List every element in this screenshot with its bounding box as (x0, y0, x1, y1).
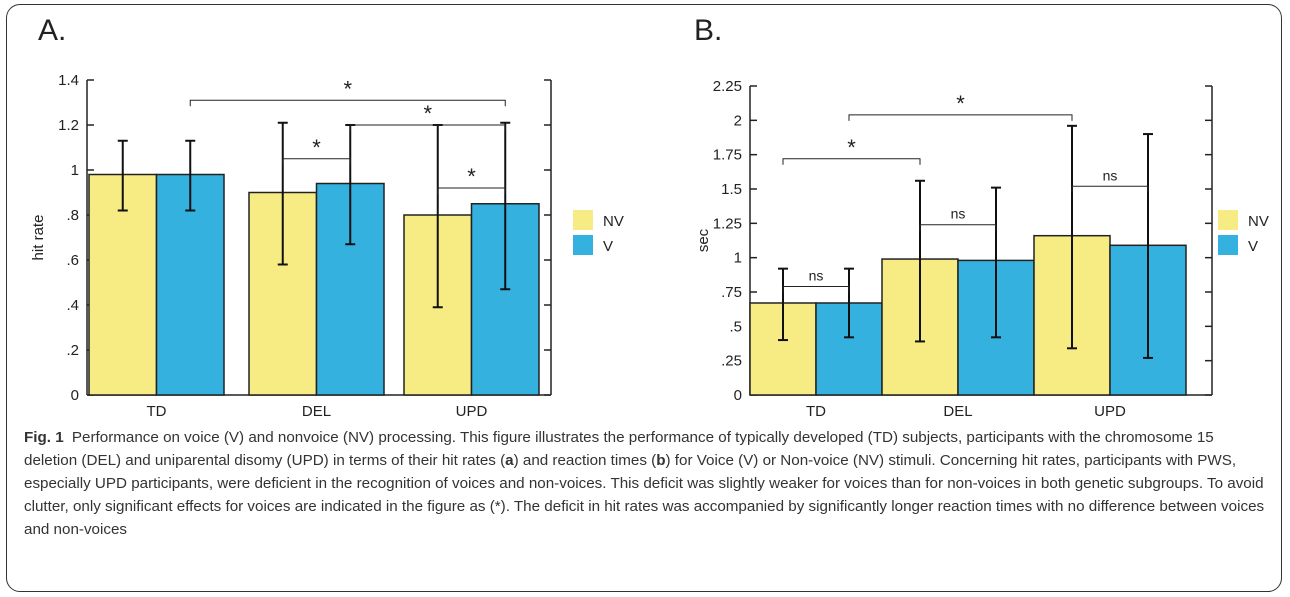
significance-bracket (349, 124, 506, 131)
caption-lead: Fig. 1 (24, 429, 64, 446)
significance-bracket (437, 187, 506, 194)
y-tick-label: .6 (66, 252, 79, 269)
significance-label: ns (951, 206, 966, 222)
legend-swatch (1218, 235, 1238, 255)
significance-label: * (956, 91, 965, 116)
significance-bracket (782, 286, 850, 293)
significance-bracket (848, 114, 1073, 121)
significance-label: ns (1103, 167, 1118, 183)
x-tick-label: TD (147, 403, 167, 420)
y-tick-label: .4 (66, 297, 79, 314)
caption-bold-a: a (505, 452, 514, 469)
y-tick-label: 1 (71, 162, 79, 179)
y-tick-label: .25 (721, 353, 742, 370)
y-tick-label: 1.4 (58, 72, 79, 89)
y-axis-label: hit rate (30, 215, 47, 261)
figure-frame (6, 4, 1282, 592)
caption-title: Performance on voice (V) and nonvoice (N… (71, 429, 456, 446)
legend-swatch (1218, 210, 1238, 230)
chart-a-hit-rate: 0 .2 .4 .6 .8 1 1.2 1.4 hit rate TD DEL UPD * * * * NV V (30, 72, 624, 420)
legend-swatch (573, 210, 593, 230)
y-tick-label: 0 (734, 387, 742, 404)
caption-text-3: ) for Voice (V) or Non-voice (NV) stimul… (24, 452, 1265, 538)
x-tick-label: UPD (1094, 403, 1126, 420)
y-tick-label: 2.25 (713, 78, 742, 95)
panel-a-letter: A. (38, 14, 67, 47)
y-tick-label: 1 (734, 250, 742, 267)
significance-bracket (282, 158, 351, 165)
y-axis-label: sec (695, 228, 712, 252)
significance-bracket (782, 158, 921, 165)
significance-bracket (1071, 185, 1149, 193)
y-tick-label: 2 (734, 112, 742, 129)
figure-caption: Fig. 1 Performance on voice (V) and nonv… (24, 426, 1269, 541)
legend-label: V (1248, 238, 1258, 255)
significance-bracket (919, 224, 997, 231)
significance-label: * (847, 135, 856, 160)
significance-label: * (312, 135, 321, 160)
caption-text-2: ) and reaction times ( (513, 452, 657, 469)
significance-label: * (343, 76, 352, 101)
y-tick-label: .2 (66, 342, 79, 359)
y-tick-label: 1.75 (713, 147, 742, 164)
y-tick-label: 0 (71, 387, 79, 404)
legend-label: V (603, 238, 613, 255)
y-tick-label: .5 (729, 318, 742, 335)
x-tick-label: UPD (456, 403, 488, 420)
y-tick-label: 1.5 (721, 181, 742, 198)
legend-swatch (573, 235, 593, 255)
panel-b-letter: B. (694, 14, 723, 47)
legend-label: NV (603, 213, 624, 230)
x-tick-label: DEL (302, 403, 331, 420)
caption-text-1: This figure illustrates the performance … (24, 429, 1214, 469)
y-tick-label: 1.2 (58, 117, 79, 134)
x-tick-label: DEL (943, 403, 972, 420)
chart-b-reaction-time: 0 .25 .5 .75 1 1.25 1.5 1.75 2 2.25 sec TD DEL UPD * * n… (695, 78, 1269, 420)
y-tick-label: .8 (66, 207, 79, 224)
caption-bold-b: b (656, 452, 666, 469)
y-tick-label: .75 (721, 284, 742, 301)
legend-label: NV (1248, 213, 1269, 230)
significance-bracket (189, 99, 506, 107)
significance-label: * (423, 101, 432, 126)
significance-label: ns (809, 268, 824, 284)
y-tick-label: 1.25 (713, 215, 742, 232)
x-tick-label: TD (806, 403, 826, 420)
significance-label: * (467, 164, 476, 189)
